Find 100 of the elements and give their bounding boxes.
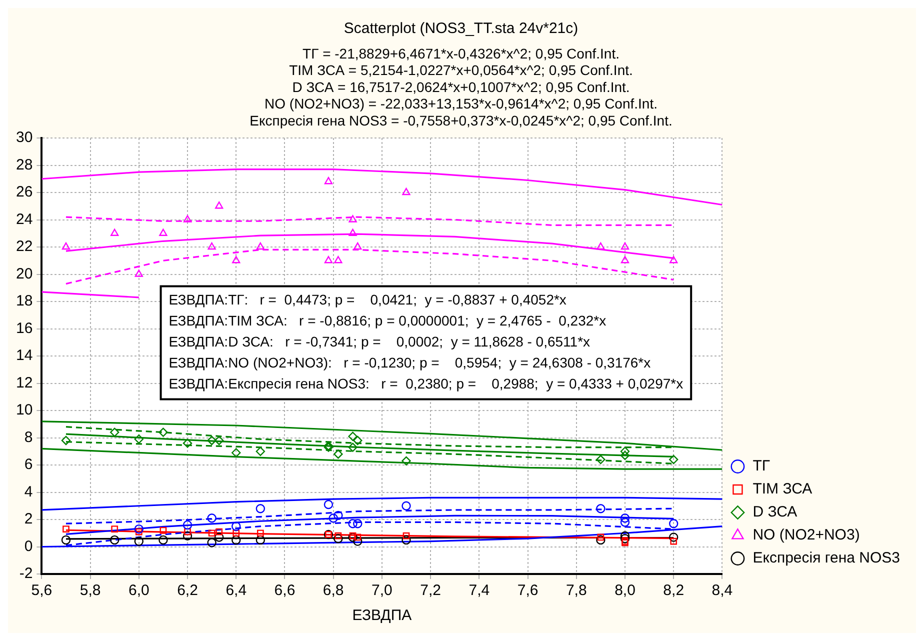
point (134, 434, 144, 444)
y-tick-label: 0 (24, 538, 33, 555)
annotation: ЕЗВДПА:Експресія гена NOS3: r = 0,2380; p = 0,2988; y = 0,4333 + 0,0297*x (168, 376, 684, 392)
point (324, 256, 333, 264)
y-tick-label: 24 (16, 210, 33, 228)
y-tick-label: 30 (16, 129, 33, 146)
point (334, 450, 343, 459)
point (110, 428, 120, 437)
y-tick-label: 12 (16, 374, 33, 392)
point (348, 518, 358, 528)
annotation: ЕЗВДПА:NO (NO2+NO3): r = -0,1230; p = 0,5954; y = 24,6308 - 0,3176*x (168, 354, 651, 371)
point (353, 518, 362, 528)
point (256, 504, 266, 514)
point (208, 242, 216, 250)
point (669, 454, 678, 464)
point (159, 228, 168, 236)
x-tick-label: 5,8 (80, 582, 101, 600)
point (256, 446, 266, 456)
y-tick-label: 20 (16, 265, 33, 282)
point (208, 530, 216, 537)
point (402, 501, 411, 510)
x-tick-label: 8,0 (614, 582, 636, 600)
y-tick-label: 28 (16, 156, 33, 174)
x-tick-label: 6,0 (128, 582, 150, 600)
point (353, 436, 362, 446)
point (232, 530, 240, 537)
point (256, 530, 264, 537)
x-tick-label: 7,0 (372, 582, 392, 600)
y-tick-label: 4 (24, 483, 33, 500)
point (232, 522, 241, 531)
point (324, 500, 334, 510)
legend-label: ТГ (752, 458, 770, 475)
point (620, 518, 630, 527)
y-tick-label: 26 (16, 184, 33, 201)
point (348, 442, 358, 452)
point (256, 242, 264, 250)
point (134, 270, 143, 277)
y-tick-label: 22 (16, 238, 33, 256)
y-tick-label: 14 (16, 347, 33, 364)
point (182, 520, 192, 530)
point (184, 528, 191, 536)
point (324, 177, 333, 184)
point (256, 535, 266, 545)
point (402, 188, 410, 196)
line-series (65, 216, 674, 226)
point (111, 526, 118, 532)
x-tick-label: 6,4 (226, 582, 247, 600)
annotation: ЕЗВДПА:ТГ: r = 0,4473; p = 0,0421; y = -0,8837 + 0,4052*x (168, 292, 566, 308)
x-tick-label: 8,2 (663, 582, 684, 600)
point (334, 534, 343, 544)
point (110, 535, 120, 545)
point (353, 536, 362, 546)
legend-label: ТІМ ЗСА (752, 480, 812, 498)
point (183, 215, 192, 222)
point (402, 532, 410, 540)
point (669, 518, 678, 528)
point (597, 534, 604, 541)
point (134, 536, 144, 546)
point (670, 256, 678, 264)
point (182, 531, 192, 540)
point (596, 454, 606, 464)
chart-subtitle: ТГ = -21,8829+6,4671*x-0,4326*x^2; 0,95 Conf.Int. ТІМ ЗСА = 5,2154-1,0227*x+0,0564*x^2; 0,95 Conf.Int. D ЗСА = 16,7517-2,0624*x+0,1007*x^2; 0,95 Conf.Int. NO (NO2+NO3) = -22,033+13,153*x-0,9614*x^2; 0,95 Conf.Int. Експресія гена NOS3 = -0,7558+0,373*x-0,0245*x^2; 0,95 Conf.Int. (250, 45, 672, 128)
point (207, 514, 216, 523)
point (216, 528, 223, 536)
x-tick-label: 7,6 (517, 582, 538, 600)
point (349, 532, 356, 540)
point (596, 242, 605, 250)
annotation: ЕЗВДПА:D ЗСА: r = -0,7341; p = 0,0002; y = 11,8628 - 0,6511*x (168, 334, 590, 350)
y-tick-label: 8 (24, 428, 33, 446)
point (354, 534, 362, 541)
point (158, 535, 168, 545)
point (354, 242, 362, 250)
x-tick-label: 6,2 (177, 582, 198, 600)
y-tick-label: 10 (16, 402, 33, 419)
y-tick-label: -2 (19, 565, 33, 582)
point (232, 448, 241, 458)
x-tick-label: 6,6 (274, 582, 296, 600)
point (182, 438, 192, 448)
point (402, 535, 411, 545)
point (214, 436, 224, 446)
x-tick-label: 8,4 (712, 582, 733, 600)
point (348, 532, 358, 542)
legend-label: D ЗСА (752, 504, 798, 521)
point (620, 256, 630, 264)
point (620, 242, 630, 250)
y-tick-label: 16 (16, 320, 33, 337)
point (620, 514, 630, 523)
x-tick-label: 6,8 (322, 582, 344, 600)
point (596, 504, 606, 514)
point (61, 535, 71, 545)
y-tick-label: 6 (24, 456, 33, 474)
point (620, 534, 630, 544)
point (402, 456, 411, 466)
annotation: ЕЗВДПА:ТІМ ЗСА: r = -0,8816; p = 0,0000001; y = 2,4765 - 0,232*x (168, 312, 606, 329)
x-tick-label: 7,8 (566, 582, 587, 600)
point (669, 532, 678, 542)
y-tick-label: 2 (24, 510, 33, 528)
x-tick-label: 5,6 (31, 582, 52, 600)
legend-label: NO (NO2+NO3) (752, 526, 860, 544)
y-tick-label: 18 (16, 292, 33, 310)
